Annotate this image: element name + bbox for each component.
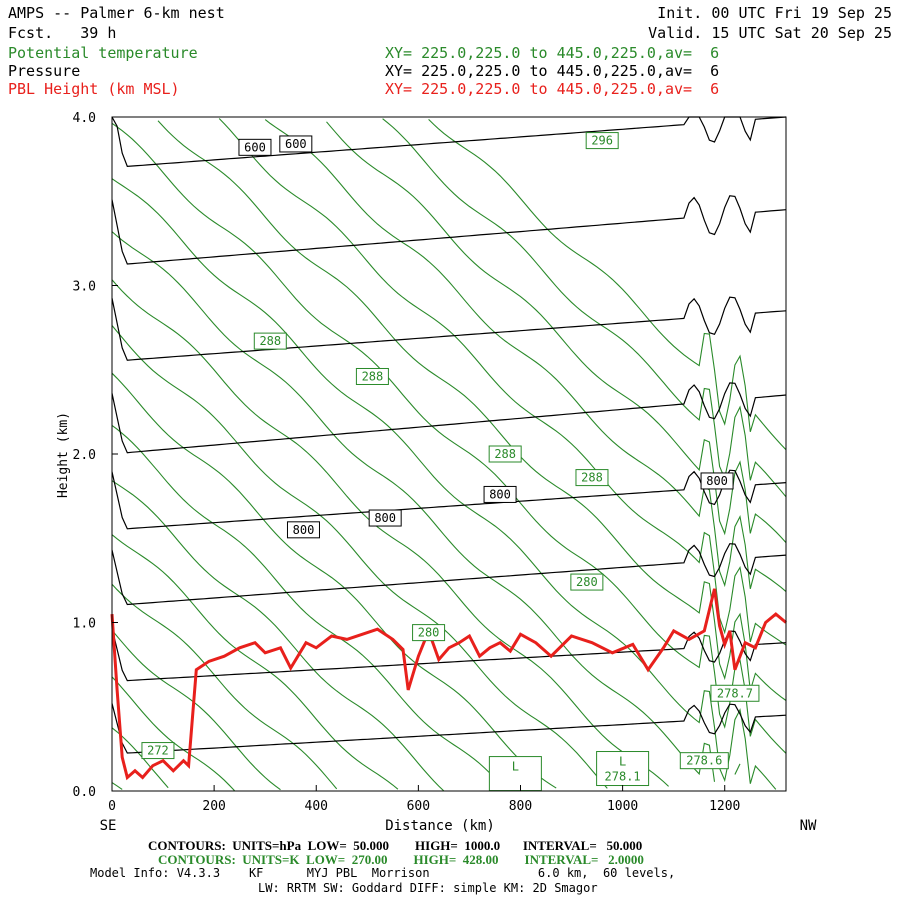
pressure-label: 800 — [374, 511, 396, 525]
pressure-contour-line — [111, 703, 787, 754]
low-marker-value: 278.1 — [605, 770, 641, 784]
axes: 0 200 400 600 800 1000 1200 0.0 1.0 2.0 3.0 4.0 — [73, 111, 741, 814]
pressure-label: 600 — [244, 140, 266, 154]
contour-labels: 600 600 800 800 800 800 296 288 288 288 288 280 280 2… — [141, 132, 760, 792]
footer-model-info: Model Info: V4.3.3 KF MYJ PBL Morrison 6… — [90, 866, 676, 880]
pressure-label: 800 — [293, 523, 315, 537]
y-tick-label: 4.0 — [73, 111, 96, 126]
theta-contour-line — [264, 119, 787, 593]
pressure-label-box — [483, 485, 517, 503]
x-tick-label: 0 — [108, 799, 116, 814]
x-axis-label: Distance (km) — [385, 818, 495, 834]
theta-contour-line — [382, 118, 787, 498]
theta-label-box — [253, 332, 287, 350]
theta-label-box — [585, 132, 619, 150]
theta-label: 280 — [418, 626, 440, 640]
footer-contours-theta: CONTOURS: UNITS=K LOW= 270.00 HIGH= 428.… — [158, 852, 644, 867]
theta-label-box — [141, 742, 175, 760]
field-xy-pressure: XY= 225.0,225.0 to 445.0,225.0,av= 6 — [385, 62, 720, 80]
theta-label-box — [570, 573, 604, 591]
low-marker-label: L — [619, 755, 626, 769]
field-xy-theta: XY= 225.0,225.0 to 445.0,225.0,av= 6 — [385, 44, 720, 62]
y-tick-label: 1.0 — [73, 617, 96, 632]
x-tick-label: 800 — [509, 799, 532, 814]
pressure-label-box — [279, 135, 313, 153]
theta-contour-line — [111, 279, 669, 787]
theta-label: 296 — [591, 134, 613, 148]
x-tick-label: 200 — [202, 799, 225, 814]
theta-label: 280 — [576, 575, 598, 589]
field-xy-pbl: XY= 225.0,225.0 to 445.0,225.0,av= 6 — [385, 80, 720, 98]
theta-label: 278.7 — [717, 686, 753, 700]
theta-contour-line — [111, 231, 716, 782]
footer-model-info-2: LW: RRTM SW: Goddard DIFF: simple KM: 2D… — [258, 881, 598, 895]
theta-label: 288 — [581, 471, 603, 485]
pressure-contour-line — [111, 382, 787, 454]
field-name-pressure: Pressure — [8, 62, 81, 80]
low-marker-box — [488, 756, 542, 792]
theta-label-box — [412, 624, 446, 642]
x-tick-label: 1200 — [709, 799, 740, 814]
theta-contours — [111, 118, 787, 792]
theta-label: 288 — [362, 369, 384, 383]
theta-label-box — [488, 445, 522, 463]
theta-label-box — [355, 367, 389, 385]
field-name-pbl: PBL Height (km MSL) — [8, 80, 180, 98]
pressure-label-box — [700, 472, 734, 490]
theta-contour-line — [111, 372, 557, 789]
y-tick-label: 3.0 — [73, 280, 96, 295]
pressure-contour-line — [111, 628, 787, 682]
x-tick-label: 600 — [407, 799, 430, 814]
theta-contour-line — [111, 534, 399, 790]
pressure-label: 800 — [489, 487, 511, 501]
footer-contours-pressure: CONTOURS: UNITS=hPa LOW= 50.000 HIGH= 10… — [148, 838, 643, 853]
init-time: Init. 00 UTC Fri 19 Sep 25 — [657, 4, 892, 22]
pressure-label-box — [286, 521, 320, 539]
theta-contour-line — [734, 763, 741, 775]
theta-contour-line — [111, 583, 338, 790]
theta-label-box — [679, 752, 729, 770]
pressure-contour-line — [111, 469, 787, 530]
pressure-label-box — [238, 138, 272, 156]
low-marker-label: L — [512, 760, 519, 774]
pressure-contour-line — [111, 296, 787, 361]
x-tick-label: 400 — [305, 799, 328, 814]
theta-label-box — [710, 684, 760, 702]
theta-label: 272 — [147, 744, 169, 758]
theta-label: 288 — [494, 447, 516, 461]
theta-contour-line — [111, 782, 123, 790]
theta-contour-line — [428, 119, 787, 451]
pressure-label-box — [368, 509, 402, 527]
theta-contour-line — [157, 120, 787, 701]
theta-contour-line — [111, 178, 777, 790]
y-tick-label: 2.0 — [73, 448, 96, 463]
pressure-contour-line — [111, 195, 787, 265]
pressure-label: 600 — [285, 137, 307, 151]
low-marker-box — [596, 751, 650, 787]
field-name-theta: Potential temperature — [8, 44, 198, 62]
theta-contour-line — [326, 121, 787, 543]
x-tick-label: 1000 — [607, 799, 638, 814]
pbl-height-line — [110, 588, 787, 781]
theta-contour-line — [218, 118, 787, 646]
theta-label: 288 — [259, 334, 281, 348]
pressure-label: 800 — [706, 474, 728, 488]
y-tick-label: 0.0 — [73, 785, 96, 800]
pbl-series — [110, 588, 787, 781]
x-end-left: SE — [100, 818, 117, 834]
pressure-contour-line — [111, 543, 787, 606]
theta-label: 278.6 — [686, 754, 722, 768]
valid-time: Valid. 15 UTC Sat 20 Sep 25 — [648, 24, 892, 42]
theta-contour-line — [111, 325, 608, 789]
pressure-contours — [111, 116, 787, 754]
theta-contour-line — [111, 629, 281, 791]
y-axis-label: Height (km) — [56, 412, 71, 498]
title: AMPS -- Palmer 6-km nest — [8, 4, 225, 22]
theta-contour-line — [111, 480, 445, 792]
theta-label-box — [575, 469, 609, 487]
pressure-contour-line — [111, 116, 787, 168]
x-end-right: NW — [800, 818, 817, 834]
forecast-hour: Fcst. 39 h — [8, 24, 117, 42]
